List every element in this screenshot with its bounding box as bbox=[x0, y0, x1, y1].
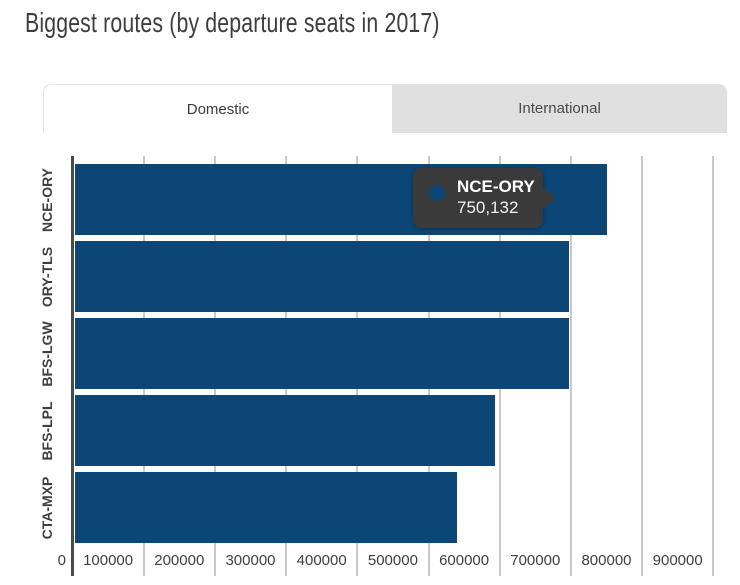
y-category-label: BFS-LGW bbox=[39, 320, 55, 387]
bar[interactable] bbox=[75, 241, 570, 312]
tooltip-series-dot-icon bbox=[429, 185, 445, 201]
x-tick-label: 700000 bbox=[510, 552, 561, 569]
x-tick-label: 900000 bbox=[652, 552, 703, 569]
x-tick-label: 300000 bbox=[225, 552, 276, 569]
x-tick-label: 0 bbox=[57, 552, 66, 569]
tab-label: Domestic bbox=[186, 101, 250, 118]
x-tick-label: 600000 bbox=[439, 552, 490, 569]
gridline bbox=[569, 156, 572, 576]
tab-bar: Domestic International bbox=[43, 84, 727, 133]
tab-international[interactable]: International bbox=[392, 84, 727, 133]
tooltip-text: NCE-ORY 750,132 bbox=[457, 176, 535, 218]
gridline bbox=[641, 156, 644, 576]
tab-domestic[interactable]: Domestic bbox=[43, 84, 392, 133]
y-axis-line bbox=[71, 156, 74, 576]
gridline bbox=[712, 156, 715, 576]
y-category-label: BFS-LPL bbox=[39, 400, 55, 461]
bar[interactable] bbox=[75, 395, 496, 466]
page-title: Biggest routes (by departure seats in 20… bbox=[25, 7, 440, 38]
y-category-label: NCE-ORY bbox=[39, 167, 55, 232]
bar[interactable] bbox=[75, 318, 569, 389]
x-tick-label: 200000 bbox=[154, 552, 205, 569]
tooltip-arrow bbox=[543, 187, 556, 209]
x-tick-label: 400000 bbox=[296, 552, 347, 569]
tooltip-value: 750,132 bbox=[457, 198, 519, 217]
tooltip-route-label: NCE-ORY bbox=[457, 177, 535, 196]
x-tick-label: 500000 bbox=[367, 552, 418, 569]
tab-label: International bbox=[518, 100, 601, 117]
y-category-label: CTA-MXP bbox=[39, 476, 55, 539]
bar[interactable] bbox=[75, 472, 457, 543]
y-category-label: ORY-TLS bbox=[39, 246, 55, 307]
x-tick-label: 800000 bbox=[581, 552, 632, 569]
tooltip: NCE-ORY 750,132 bbox=[413, 168, 543, 228]
x-tick-label: 100000 bbox=[83, 552, 134, 569]
